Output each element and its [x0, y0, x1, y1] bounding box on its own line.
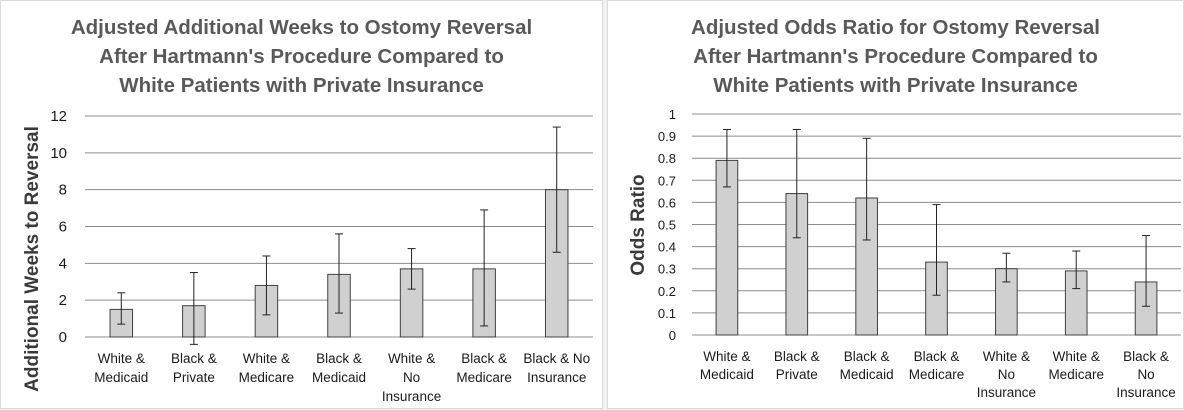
y-tick-label: 0.8 [658, 151, 676, 166]
x-tick-label: Black & Medicaid [840, 349, 894, 382]
x-tick-label: White & No Insurance [382, 351, 441, 404]
y-tick-label: 0.3 [658, 262, 676, 277]
x-tick-label-line: Insurance [382, 389, 441, 404]
x-tick-label: Black & No Insurance [523, 351, 590, 385]
y-tick-label: 10 [50, 145, 67, 162]
x-tick-label: Black & No Insurance [1116, 349, 1175, 400]
y-tick-label: 0 [669, 328, 676, 343]
chart-title-line: White Patients with Private Insurance [119, 74, 484, 97]
chart-panel-additional-weeks: Adjusted Additional Weeks to Ostomy Reve… [0, 0, 603, 409]
x-tick-label-line: Private [776, 367, 818, 382]
y-tick-label: 0 [59, 329, 67, 346]
y-tick-label: 1 [669, 107, 676, 122]
x-tick-label-line: Black & [914, 349, 960, 364]
x-tick-label-line: No [403, 370, 420, 385]
x-tick-label-line: Medicaid [94, 370, 148, 385]
x-tick-label: Black & Medicaid [312, 351, 366, 385]
y-tick-label: 0.5 [658, 218, 676, 233]
x-tick-label-line: Insurance [527, 370, 586, 385]
chart-title-line: White Patients with Private Insurance [713, 74, 1078, 97]
x-tick-label-line: White & [98, 351, 145, 366]
chart-title-line: After Hartmann's Procedure Compared to [693, 45, 1098, 68]
y-tick-label: 2 [59, 292, 67, 309]
bar-chart-odds-ratio: 0 0.1 0.2 0.3 0.4 0.5 0.6 0.7 0.8 0.9 1 White & Medi… [658, 107, 1181, 400]
y-tick-label: 8 [59, 182, 67, 199]
y-tick-label: 6 [59, 219, 67, 236]
y-tick-label: 0.7 [658, 173, 676, 188]
y-tick-label: 0.1 [658, 306, 676, 321]
x-tick-label-line: Black & [774, 349, 820, 364]
chart-title: Adjusted Additional Weeks to Ostomy Reve… [1, 13, 602, 100]
x-tick-label-line: Medicare [1048, 367, 1104, 382]
x-tick-label-line: Insurance [1116, 385, 1175, 400]
x-tick-label-line: Black & [171, 351, 217, 366]
y-tick-label: 12 [50, 108, 67, 125]
x-tick-label-line: Medicaid [312, 370, 366, 385]
x-tick-label-line: Black & No [523, 351, 590, 366]
x-tick-label-line: Medicare [909, 367, 965, 382]
y-tick-label: 0.6 [658, 195, 676, 210]
x-tick-label-line: No [998, 367, 1015, 382]
x-tick-label-line: Medicare [456, 370, 512, 385]
x-tick-label: Black & Medicare [456, 351, 512, 385]
y-tick-label: 0.4 [658, 240, 676, 255]
x-tick-label-line: Black & [1123, 349, 1169, 364]
x-tick-label: Black & Private [171, 351, 217, 385]
y-tick-label: 4 [59, 255, 67, 272]
chart-title: Adjusted Odds Ratio for Ostomy Reversal … [608, 13, 1183, 100]
x-tick-label-line: Black & [844, 349, 890, 364]
y-tick-label: 0.9 [658, 129, 676, 144]
chart-title-line: Adjusted Additional Weeks to Ostomy Reve… [70, 16, 533, 39]
chart-title-line: After Hartmann's Procedure Compared to [99, 45, 504, 68]
x-tick-label: White & Medicare [1048, 349, 1104, 382]
x-tick-label: White & Medicaid [94, 351, 148, 385]
chart-panel-odds-ratio: Adjusted Odds Ratio for Ostomy Reversal … [607, 0, 1184, 409]
x-tick-label-line: Medicare [239, 370, 295, 385]
x-tick-label: Black & Private [774, 349, 820, 382]
chart-title-line: Adjusted Odds Ratio for Ostomy Reversal [691, 16, 1100, 39]
x-tick-label-line: Black & [316, 351, 362, 366]
x-tick-label-line: Medicaid [700, 367, 754, 382]
x-tick-label: White & Medicare [239, 351, 295, 385]
x-tick-label-line: White & [703, 349, 750, 364]
y-tick-label: 0.2 [658, 284, 676, 299]
x-tick-label: White & Medicaid [700, 349, 754, 382]
x-tick-label-line: White & [983, 349, 1030, 364]
x-tick-label-line: Black & [461, 351, 507, 366]
x-tick-label-line: No [1137, 367, 1154, 382]
x-tick-label: White & No Insurance [977, 349, 1036, 400]
x-tick-label: Black & Medicare [909, 349, 965, 382]
x-tick-label-line: White & [388, 351, 435, 366]
bar-chart-additional-weeks: 0 2 4 6 8 10 12 White & Medicaid Black & Private Wh… [50, 108, 593, 404]
x-tick-label-line: Private [173, 370, 215, 385]
x-tick-label-line: Insurance [977, 385, 1036, 400]
x-tick-label-line: Medicaid [840, 367, 894, 382]
x-tick-label-line: White & [243, 351, 290, 366]
x-tick-label-line: White & [1053, 349, 1100, 364]
